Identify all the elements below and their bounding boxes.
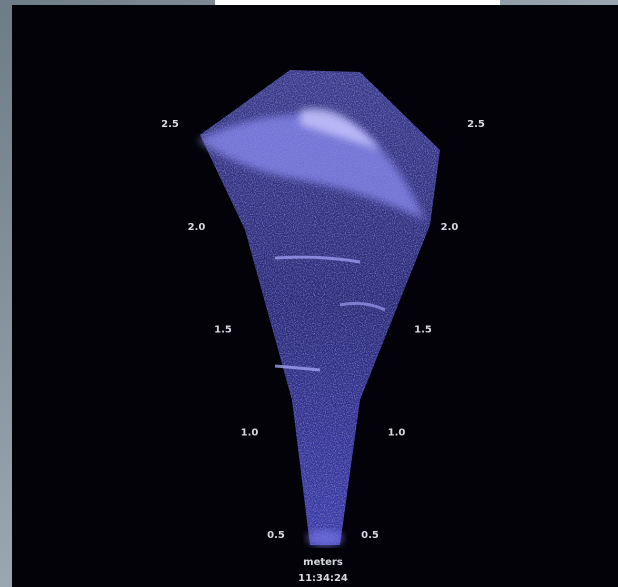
range-label: 2.5 <box>467 119 485 130</box>
timestamp: 11:34:24 <box>298 573 348 584</box>
range-label: 1.0 <box>388 427 406 438</box>
white-strip <box>215 0 500 5</box>
range-label: 1.5 <box>214 325 232 336</box>
range-label: 2.5 <box>161 119 179 130</box>
range-label: 2.0 <box>188 222 206 233</box>
near-field <box>307 530 343 546</box>
sonar-screen: 0.5 0.5 1.0 1.0 1.5 1.5 2.0 2.0 2.5 2.5 meters 11… <box>0 0 618 587</box>
range-label: 1.0 <box>241 427 259 438</box>
range-label: 2.0 <box>441 222 459 233</box>
unit-label: meters <box>303 557 343 568</box>
page: 0.5 0.5 1.0 1.0 1.5 1.5 2.0 2.0 2.5 2.5 meters 11… <box>0 0 618 587</box>
range-label: 0.5 <box>267 530 285 541</box>
range-label: 1.5 <box>414 325 432 336</box>
range-label: 0.5 <box>361 530 379 541</box>
